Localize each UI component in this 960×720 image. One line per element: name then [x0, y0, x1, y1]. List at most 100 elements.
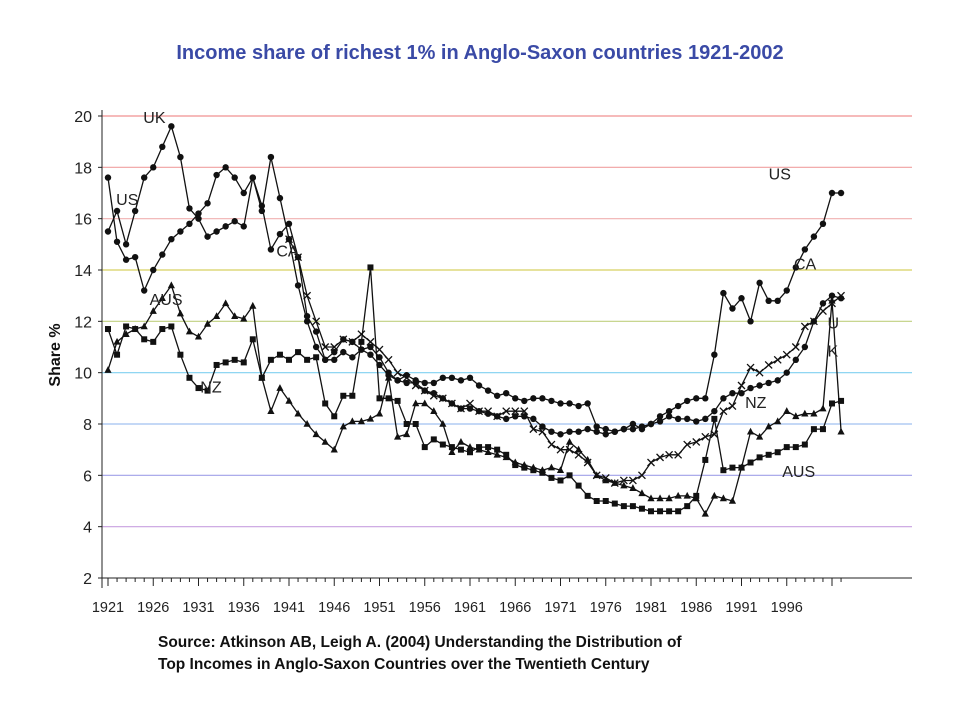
point-us	[638, 425, 646, 433]
point-uk	[566, 400, 573, 407]
point-uk	[104, 174, 112, 181]
point-uk	[331, 356, 338, 364]
point-uk	[801, 343, 809, 351]
point-uk	[684, 415, 691, 423]
point-uk	[602, 425, 609, 433]
point-aus	[158, 294, 166, 302]
chart-title: Income share of richest 1% in Anglo-Saxo…	[176, 42, 784, 64]
point-nz	[756, 454, 763, 461]
point-aus	[249, 301, 257, 309]
point-aus	[439, 420, 447, 427]
y-tick-label: 2	[83, 571, 92, 588]
y-tick-label: 20	[74, 109, 92, 126]
series-label: NZ	[200, 380, 222, 397]
point-ca	[800, 322, 809, 331]
point-us	[647, 420, 655, 428]
point-nz	[765, 451, 772, 458]
y-tick-label: 4	[83, 520, 92, 537]
point-nz	[204, 387, 211, 394]
point-nz	[521, 464, 528, 471]
point-us	[584, 425, 591, 433]
point-nz	[494, 446, 501, 453]
point-us	[837, 189, 845, 197]
x-tick-label: 1951	[363, 600, 395, 616]
point-aus	[457, 437, 465, 445]
point-us	[195, 215, 202, 222]
point-uk	[774, 377, 781, 384]
point-aus	[547, 463, 556, 471]
point-nz	[430, 436, 437, 443]
point-aus	[828, 296, 836, 304]
point-aus	[213, 312, 221, 319]
point-nz	[340, 392, 347, 399]
point-uk	[575, 402, 582, 410]
point-uk	[539, 395, 546, 402]
point-nz	[249, 336, 256, 343]
point-aus	[140, 322, 148, 330]
point-us	[693, 395, 700, 402]
point-nz	[313, 354, 320, 361]
line-chart: 2 4 6 8 10 12 14 16 18 20 1921 1926 1931 1936 1941 194…	[47, 109, 912, 616]
point-nz	[829, 400, 835, 407]
point-uk	[240, 189, 247, 197]
point-uk	[629, 425, 637, 433]
point-aus	[575, 445, 583, 453]
point-nz	[295, 349, 302, 356]
point-nz	[421, 444, 428, 451]
point-us	[539, 423, 546, 430]
y-tick-label: 16	[74, 212, 92, 229]
point-nz	[385, 395, 392, 402]
point-uk	[367, 343, 374, 351]
point-uk	[466, 374, 474, 381]
point-aus	[412, 399, 420, 407]
point-aus	[611, 479, 619, 486]
point-ca	[294, 253, 303, 262]
point-aus	[792, 412, 800, 420]
point-ca	[447, 399, 456, 408]
point-us	[810, 233, 818, 240]
point-us	[367, 351, 374, 358]
series-line-uk	[107, 156, 842, 433]
point-ca	[782, 350, 791, 359]
point-ca	[656, 453, 665, 462]
point-nz	[412, 421, 419, 427]
point-aus	[330, 445, 338, 453]
series-label: AUS	[150, 292, 183, 309]
point-nz	[648, 508, 654, 515]
source-line-1: Source: Atkinson AB, Leigh A. (2004) Und…	[158, 634, 682, 651]
point-ca	[502, 407, 511, 416]
point-us	[466, 405, 474, 412]
point-ca	[728, 402, 737, 410]
point-nz	[512, 462, 519, 469]
point-aus	[819, 404, 827, 412]
series-label: NZ	[745, 395, 767, 412]
y-axis-label: Share %	[47, 323, 64, 386]
x-tick-label: 1976	[590, 600, 622, 616]
point-ca	[737, 381, 746, 390]
point-aus	[656, 494, 664, 502]
point-uk	[312, 343, 320, 351]
point-us	[747, 318, 754, 325]
point-ca	[303, 291, 312, 300]
point-nz	[693, 492, 700, 499]
point-nz	[539, 469, 546, 476]
point-uk	[693, 418, 700, 425]
point-aus	[493, 450, 501, 458]
x-tick-label: 1966	[499, 600, 531, 616]
point-aus	[113, 337, 121, 345]
point-us	[801, 246, 809, 253]
x-tick-label: 1971	[544, 600, 576, 616]
point-us	[177, 153, 184, 161]
point-us	[312, 328, 320, 335]
point-nz	[801, 441, 808, 448]
point-aus	[312, 430, 320, 438]
point-ca	[520, 407, 529, 416]
point-aus	[565, 437, 574, 445]
point-ca	[538, 427, 547, 436]
point-nz	[792, 444, 799, 451]
point-ca	[619, 476, 628, 485]
point-aus	[167, 281, 175, 289]
point-nz	[132, 326, 139, 333]
point-nz	[575, 482, 582, 489]
point-uk	[819, 300, 827, 307]
